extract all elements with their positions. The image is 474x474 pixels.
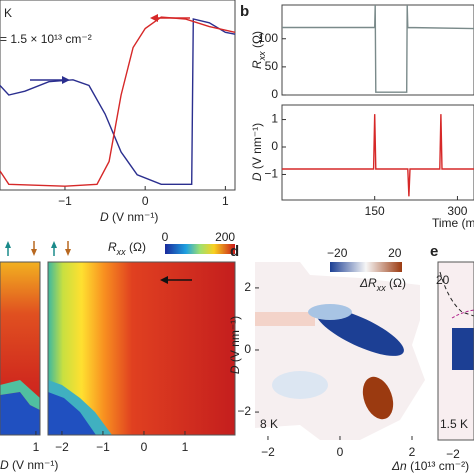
axis-label: D (V nm⁻¹): [250, 123, 264, 181]
x-tick-label: 0: [142, 194, 149, 208]
axis-label: D (V nm⁻¹): [228, 316, 242, 374]
frame: [281, 4, 474, 96]
y-tick-label: 50: [265, 59, 279, 73]
axis-label: D (V nm⁻¹): [0, 458, 58, 472]
marker-arrow: [51, 241, 57, 256]
heatmap-region: [48, 392, 96, 435]
data-line: [0, 18, 236, 185]
colorbar-label-part: ΔR: [359, 276, 377, 290]
annotation: 1.5 K: [440, 417, 468, 431]
axis-label-part: (V nm⁻¹): [228, 316, 242, 366]
colorbar-label: ΔRxx (Ω): [359, 276, 406, 293]
x-tick-label: −1: [96, 440, 110, 454]
arrow: [160, 276, 192, 284]
guide-line: [439, 271, 474, 317]
frame: [47, 261, 236, 436]
axis-label-part: (V nm⁻¹): [109, 210, 159, 224]
x-tick-label: 20: [388, 246, 402, 260]
panel-label: e: [430, 243, 438, 260]
y-tick-label: 1: [271, 112, 278, 126]
axis-label-part: (V nm⁻¹): [250, 123, 264, 173]
axis-label-part: D: [228, 365, 242, 374]
annotation: 8 K: [260, 417, 278, 431]
annotation: = 1.5 × 10¹³ cm⁻²: [0, 32, 92, 46]
axis-label-part: D: [100, 210, 109, 224]
axis-label-part: R: [250, 60, 264, 69]
x-tick-label: 1: [33, 440, 40, 454]
x-tick-label: 300: [447, 204, 467, 218]
axis-label-part: (Ω): [250, 31, 264, 51]
panel-label: b: [240, 3, 249, 20]
frame: [0, 261, 41, 436]
heatmap-region: [0, 380, 40, 410]
axis-label-part: xx: [257, 51, 267, 62]
frame: [437, 261, 474, 441]
axis-label-part: (10¹³ cm⁻²): [407, 459, 469, 473]
axis-label: Rxx (Ω): [250, 31, 267, 69]
marker-arrow: [31, 241, 37, 256]
colorbar-label-part: (Ω): [386, 276, 406, 290]
heatmap-region: [308, 304, 352, 320]
marker-arrow: [5, 241, 11, 256]
x-tick-label: 200: [215, 230, 235, 244]
axis-label-part: D: [0, 458, 9, 472]
y-tick-label: −2: [237, 404, 251, 418]
axis-label: Δn (10¹³ cm⁻²): [391, 459, 469, 473]
frame: [0, 0, 236, 191]
colorbar-label-part: xx: [376, 283, 387, 293]
colorbar-label-part: R: [108, 240, 117, 254]
panel-label: d: [230, 243, 239, 260]
x-tick-label: −2: [446, 447, 460, 461]
colorbar: [330, 262, 402, 272]
x-tick-label: 1: [182, 440, 189, 454]
colorbar-label: Rxx (Ω): [108, 240, 146, 257]
axis-label: D (V nm⁻¹): [100, 210, 158, 224]
colorbar-label-part: (Ω): [126, 240, 146, 254]
y-tick-label: 100: [258, 31, 278, 45]
heatmap-region: [452, 328, 474, 370]
axis-label-part: D: [250, 172, 264, 181]
annotation: K: [4, 6, 12, 20]
marker-arrow: [65, 241, 71, 256]
y-tick-label: −1: [264, 167, 278, 181]
x-tick-label: 150: [365, 204, 385, 218]
axis-label: Time (m: [432, 216, 474, 230]
heatmap-region: [316, 308, 404, 356]
x-tick-label: −20: [327, 246, 348, 260]
y-tick-label: 2: [244, 280, 251, 294]
heatmap-region: [0, 392, 40, 435]
guide-line: [451, 309, 474, 319]
axis-label-part: Δn: [391, 459, 407, 473]
x-tick-label: −1: [58, 194, 72, 208]
data-line: [0, 16, 236, 187]
colorbar-label-part: xx: [116, 247, 127, 257]
y-tick-label: 0: [271, 87, 278, 101]
x-tick-label: −2: [55, 440, 69, 454]
data-line: [282, 114, 474, 197]
x-tick-label: 2: [409, 445, 416, 459]
heatmap-region: [272, 371, 328, 399]
data-line: [282, 4, 474, 93]
x-tick-label: 0: [337, 445, 344, 459]
heatmap-region: [362, 376, 394, 420]
x-tick-label: −2: [261, 445, 275, 459]
axis-label-part: (V nm⁻¹): [9, 458, 59, 472]
heatmap-region: [255, 312, 315, 326]
y-tick-label: 0: [244, 342, 251, 356]
frame: [281, 104, 474, 201]
colorbar: [165, 244, 235, 254]
colorbar-tick-label: 20: [436, 273, 450, 287]
x-tick-label: 0: [162, 230, 169, 244]
x-tick-label: 0: [141, 440, 148, 454]
x-tick-label: 1: [222, 194, 229, 208]
y-tick-label: 0: [271, 139, 278, 153]
